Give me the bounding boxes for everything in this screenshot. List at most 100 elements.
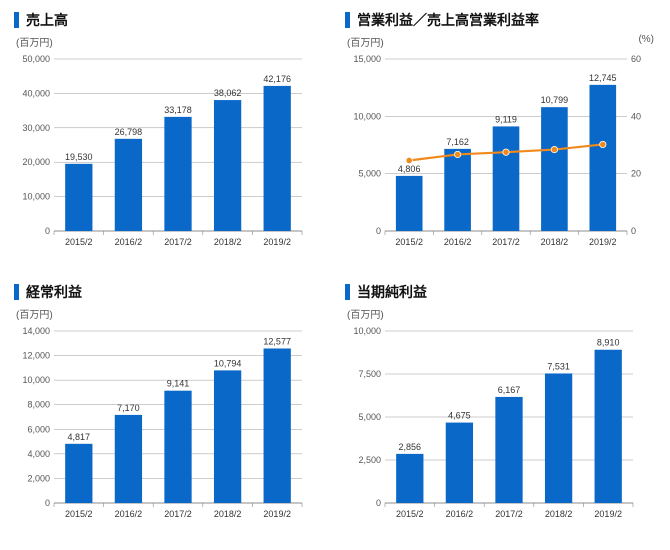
- svg-text:20,000: 20,000: [22, 157, 50, 167]
- svg-text:5,000: 5,000: [358, 412, 381, 422]
- svg-text:6,167: 6,167: [498, 385, 521, 395]
- bar: [164, 117, 191, 231]
- bar: [589, 85, 616, 231]
- y-unit-label: (百万円): [16, 34, 53, 49]
- svg-text:0: 0: [376, 226, 381, 236]
- bar: [264, 86, 291, 231]
- trend-marker: [600, 141, 606, 147]
- svg-text:2018/2: 2018/2: [214, 237, 242, 247]
- svg-text:33,178: 33,178: [164, 105, 192, 115]
- chart-panel-net: 当期純利益 (百万円) 0 2,500 5,000 7,500 10,000 2,856 201…: [345, 282, 656, 540]
- bar: [493, 126, 520, 231]
- svg-text:2019/2: 2019/2: [263, 509, 291, 519]
- svg-text:4,675: 4,675: [448, 411, 471, 421]
- svg-text:26,798: 26,798: [115, 127, 143, 137]
- chart-panel-op-profit: 営業利益／売上高営業利益率 (百万円) (%) 0 5,000 10,000 15,000 0…: [345, 10, 656, 268]
- svg-text:2015/2: 2015/2: [65, 509, 93, 519]
- svg-text:0: 0: [376, 498, 381, 508]
- svg-text:40: 40: [631, 111, 641, 121]
- svg-text:14,000: 14,000: [22, 326, 50, 336]
- svg-text:19,530: 19,530: [65, 152, 93, 162]
- title-row: 当期純利益: [345, 282, 656, 302]
- svg-text:2018/2: 2018/2: [545, 509, 573, 519]
- svg-text:0: 0: [45, 498, 50, 508]
- y-unit-label: (百万円): [16, 306, 53, 321]
- unit-row: (百万円): [14, 34, 325, 49]
- svg-text:2018/2: 2018/2: [541, 237, 569, 247]
- chart-area: 010,00020,00030,00040,00050,00019,530201…: [14, 51, 325, 268]
- svg-text:9,141: 9,141: [167, 379, 190, 389]
- svg-text:10,000: 10,000: [22, 375, 50, 385]
- chart-title: 経常利益: [26, 282, 82, 302]
- svg-text:2017/2: 2017/2: [495, 509, 523, 519]
- svg-text:0: 0: [45, 226, 50, 236]
- svg-text:4,806: 4,806: [398, 164, 421, 174]
- chart-title: 当期純利益: [357, 282, 427, 302]
- svg-text:10,799: 10,799: [541, 95, 569, 105]
- svg-text:4,000: 4,000: [27, 449, 50, 459]
- trend-marker: [503, 149, 509, 155]
- svg-text:2018/2: 2018/2: [214, 509, 242, 519]
- bar: [214, 100, 241, 231]
- svg-text:15,000: 15,000: [353, 54, 381, 64]
- svg-text:7,500: 7,500: [358, 369, 381, 379]
- bar: [541, 107, 568, 231]
- trend-marker: [406, 157, 412, 163]
- unit-row: (百万円): [14, 306, 325, 321]
- svg-text:12,577: 12,577: [263, 336, 291, 346]
- chart-area: 05,00010,00015,00002040604,8062015/27,16…: [345, 51, 656, 268]
- svg-text:6,000: 6,000: [27, 424, 50, 434]
- y2-unit-label: (%): [638, 34, 654, 49]
- svg-text:50,000: 50,000: [22, 54, 50, 64]
- svg-text:60: 60: [631, 54, 641, 64]
- svg-text:0: 0: [631, 226, 636, 236]
- svg-text:2,000: 2,000: [27, 473, 50, 483]
- svg-text:2017/2: 2017/2: [492, 237, 520, 247]
- chart-title: 売上高: [26, 10, 68, 30]
- title-accent-bar: [14, 284, 19, 300]
- svg-text:2,856: 2,856: [399, 442, 422, 452]
- bar: [115, 139, 142, 231]
- bar: [214, 370, 241, 503]
- svg-text:10,000: 10,000: [353, 111, 381, 121]
- unit-row: (百万円): [345, 306, 656, 321]
- title-row: 売上高: [14, 10, 325, 30]
- svg-text:40,000: 40,000: [22, 88, 50, 98]
- svg-text:2016/2: 2016/2: [444, 237, 472, 247]
- svg-text:10,000: 10,000: [22, 192, 50, 202]
- svg-text:42,176: 42,176: [263, 74, 291, 84]
- svg-text:2019/2: 2019/2: [263, 237, 291, 247]
- svg-text:10,000: 10,000: [353, 326, 381, 336]
- svg-text:2019/2: 2019/2: [589, 237, 617, 247]
- svg-text:2016/2: 2016/2: [115, 509, 143, 519]
- svg-text:2017/2: 2017/2: [164, 509, 192, 519]
- svg-text:7,531: 7,531: [547, 361, 570, 371]
- trend-marker: [551, 146, 557, 152]
- svg-text:9,119: 9,119: [495, 114, 517, 124]
- chart-panel-ordinary: 経常利益 (百万円) 0 2,000 4,000 6,000 8,000 10,000 12,0…: [14, 282, 325, 540]
- y-unit-label: (百万円): [347, 306, 384, 321]
- bar: [495, 397, 522, 503]
- svg-text:12,000: 12,000: [22, 351, 50, 361]
- bar: [115, 415, 142, 503]
- bar: [545, 373, 572, 503]
- svg-text:12,745: 12,745: [589, 73, 617, 83]
- chart-title: 営業利益／売上高営業利益率: [357, 10, 539, 30]
- svg-text:2015/2: 2015/2: [395, 237, 423, 247]
- title-accent-bar: [14, 12, 19, 28]
- y-unit-label: (百万円): [347, 34, 384, 49]
- unit-row: (百万円) (%): [345, 34, 656, 49]
- svg-text:2016/2: 2016/2: [115, 237, 143, 247]
- bar: [164, 391, 191, 503]
- chart-area: 0 2,500 5,000 7,500 10,000 2,856 2015/2 4,675 20…: [345, 323, 656, 540]
- svg-text:8,000: 8,000: [27, 400, 50, 410]
- svg-text:4,817: 4,817: [68, 432, 91, 442]
- title-accent-bar: [345, 284, 350, 300]
- svg-text:2,500: 2,500: [358, 455, 381, 465]
- svg-text:2015/2: 2015/2: [396, 509, 424, 519]
- svg-text:5,000: 5,000: [358, 169, 381, 179]
- bar: [396, 176, 423, 231]
- bar: [595, 350, 622, 503]
- chart-panel-sales: 売上高(百万円)010,00020,00030,00040,00050,0001…: [14, 10, 325, 268]
- chart-area: 0 2,000 4,000 6,000 8,000 10,000 12,000 14,000 4…: [14, 323, 325, 540]
